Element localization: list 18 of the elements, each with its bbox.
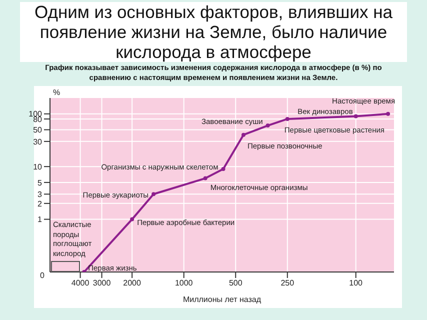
x-tick-label: 250: [280, 278, 295, 288]
x-tick-label: 4000: [71, 278, 90, 288]
x-tick-label: 2000: [123, 278, 142, 288]
y-tick-label: 50: [33, 126, 43, 135]
x-tick-label: 3000: [92, 278, 112, 288]
x-tick-label: 100: [349, 278, 364, 288]
y-tick-label: 1: [38, 215, 43, 224]
y-tick-label: 5: [38, 178, 43, 188]
x-axis-title: Миллионы лет назад: [182, 295, 262, 304]
x-tick-label: 1000: [174, 278, 194, 288]
y-tick-label: 30: [33, 137, 43, 146]
origin-label: 0: [40, 271, 44, 280]
chart-title: Одним из основных факторов, влиявших на появление жизни на Земле, было наличие кислорода в атмосфере: [34, 2, 394, 62]
y-axis-title: %: [53, 88, 60, 97]
y-tick-label: 2: [38, 199, 43, 208]
x-tick-label: 500: [228, 278, 243, 288]
y-tick-label: 3: [38, 190, 43, 199]
y-tick-label: 10: [33, 162, 43, 172]
